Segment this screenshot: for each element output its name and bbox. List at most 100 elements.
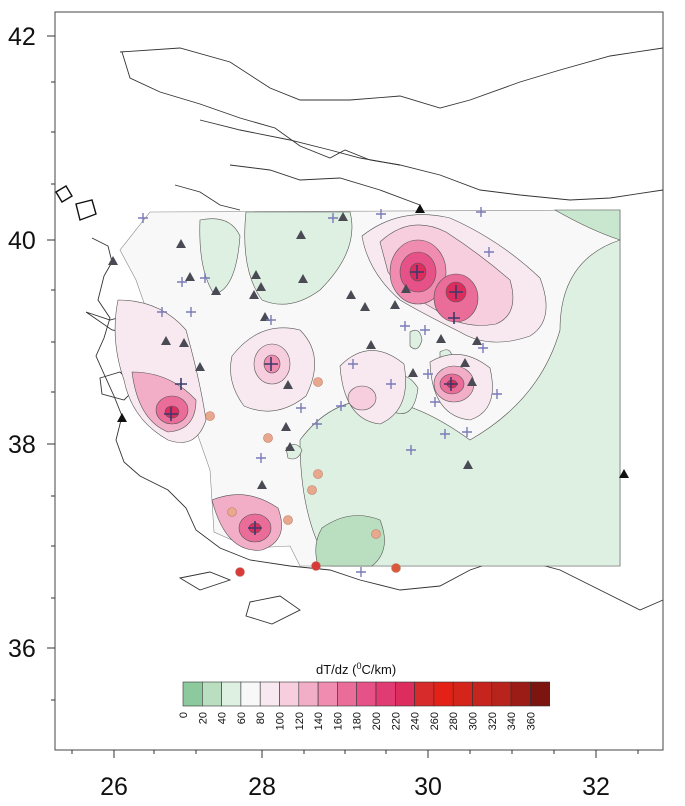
plus-marker-icon <box>296 403 306 413</box>
plus-marker-icon <box>462 427 472 437</box>
colorbar-tick-label: 340 <box>506 712 518 730</box>
dark-triangle-icon <box>346 290 356 299</box>
colorbar-swatch <box>510 681 531 707</box>
colorbar-swatch <box>530 681 551 707</box>
dark-triangle-icon <box>283 380 293 389</box>
dark-triangle-icon <box>619 469 629 478</box>
dark-triangle-icon <box>117 413 127 422</box>
plus-marker-icon <box>157 307 167 317</box>
dark-triangle-icon <box>185 272 195 281</box>
circle-marker-icon <box>263 433 273 443</box>
dark-triangle-icon <box>281 422 291 431</box>
y-tick-38: 38 <box>8 431 36 459</box>
dark-triangle-icon <box>257 480 267 489</box>
colorbar-swatch <box>182 681 203 707</box>
dark-triangle-icon <box>249 290 259 299</box>
plus-markers <box>138 207 502 577</box>
plus-marker-icon <box>492 389 502 399</box>
plus-marker-icon <box>336 401 346 411</box>
plus-markers-dark <box>164 265 463 535</box>
colorbar-swatch <box>337 681 357 707</box>
y-tick-40: 40 <box>8 227 36 255</box>
circle-marker-icon <box>235 567 245 577</box>
dark-triangle-icon <box>179 338 189 347</box>
colorbar-swatch <box>221 681 242 707</box>
colorbar-title: dT/dz (0C/km) <box>316 661 396 677</box>
colorbar-swatch <box>394 681 415 707</box>
plus-marker-icon <box>356 567 366 577</box>
dark-triangle-icon <box>256 282 266 291</box>
colorbar-swatch <box>279 681 300 707</box>
colorbar-tick-label: 240 <box>410 712 422 730</box>
colorbar-tick-label: 200 <box>371 712 383 730</box>
plus-marker-icon <box>478 343 488 353</box>
dark-triangle-icon <box>108 256 118 265</box>
dark-triangle-icon <box>296 230 306 239</box>
colorbar-swatch <box>472 681 493 707</box>
plus-marker-icon <box>400 321 410 331</box>
dark-triangle-icon <box>195 362 205 371</box>
colorbar-tick-label: 160 <box>332 712 344 730</box>
dark-triangle-icon <box>251 270 261 279</box>
circle-markers <box>205 377 401 577</box>
dark-triangle-icon <box>415 204 425 213</box>
colorbar-swatch <box>202 681 222 707</box>
circle-marker-icon <box>313 377 323 387</box>
colorbar-swatch <box>259 681 280 707</box>
circle-marker-icon <box>205 411 215 421</box>
dark-triangle-icon <box>161 336 171 345</box>
plus-marker-icon <box>448 312 460 324</box>
plus-marker-icon <box>406 445 416 455</box>
colorbar-title-superscript: 0 <box>356 661 361 671</box>
circle-marker-icon <box>371 529 381 539</box>
plus-marker-icon <box>266 315 276 325</box>
axis-ticks <box>47 35 639 758</box>
colorbar-tick-label: 280 <box>448 712 460 730</box>
colorbar-swatch <box>433 681 454 707</box>
x-tick-32: 32 <box>582 773 610 801</box>
y-tick-42: 42 <box>8 23 36 51</box>
dark-triangle-icon <box>285 442 295 451</box>
plus-marker-icon <box>186 307 196 317</box>
colorbar-swatch <box>452 681 473 707</box>
plus-marker-icon <box>256 453 266 463</box>
dark-triangle-icon <box>176 239 186 248</box>
colorbar-tick-label: 20 <box>197 712 209 724</box>
island-marmara <box>55 185 73 203</box>
circle-marker-icon <box>311 561 321 571</box>
plus-marker-icon <box>175 378 187 390</box>
plus-marker-icon <box>430 397 440 407</box>
dark-triangle-icon <box>467 377 477 386</box>
colorbar-tick-label: 40 <box>217 712 229 724</box>
plus-marker-icon <box>444 377 458 391</box>
plus-marker-icon <box>348 359 358 369</box>
colorbar-tick-label: 100 <box>275 712 287 730</box>
plus-marker-icon <box>264 357 278 371</box>
dark-triangle-icon <box>366 340 376 349</box>
plus-marker-icon <box>386 379 396 389</box>
colorbar: 0 20 40 60 80 100 120 140 160 180 200 220 240 260 280 3… <box>178 681 551 730</box>
colorbar-tick-label: 300 <box>468 712 480 730</box>
dark-triangle-icon <box>436 334 446 343</box>
colorbar-tick-label: 180 <box>352 712 364 730</box>
dark-triangle-icon <box>463 460 473 469</box>
dark-triangle-icon <box>338 212 348 221</box>
x-tick-30: 30 <box>414 773 442 801</box>
colorbar-tick-label: 80 <box>255 712 267 724</box>
colorbar-tick-label: 220 <box>390 712 402 730</box>
dark-triangle-icon <box>298 274 308 283</box>
dark-triangle-icon <box>460 358 470 367</box>
plus-marker-icon <box>177 277 187 287</box>
dark-triangle-icon <box>401 284 411 293</box>
plus-marker-icon <box>376 209 386 219</box>
colorbar-swatch <box>414 681 435 707</box>
plus-marker-icon <box>164 407 178 421</box>
plus-marker-icon <box>138 213 148 223</box>
plus-marker-icon <box>449 285 463 299</box>
plus-marker-icon <box>200 273 210 283</box>
plus-marker-icon <box>328 213 338 223</box>
x-tick-28: 28 <box>248 773 276 801</box>
colorbar-swatch <box>298 681 319 707</box>
coastlines <box>85 47 664 625</box>
